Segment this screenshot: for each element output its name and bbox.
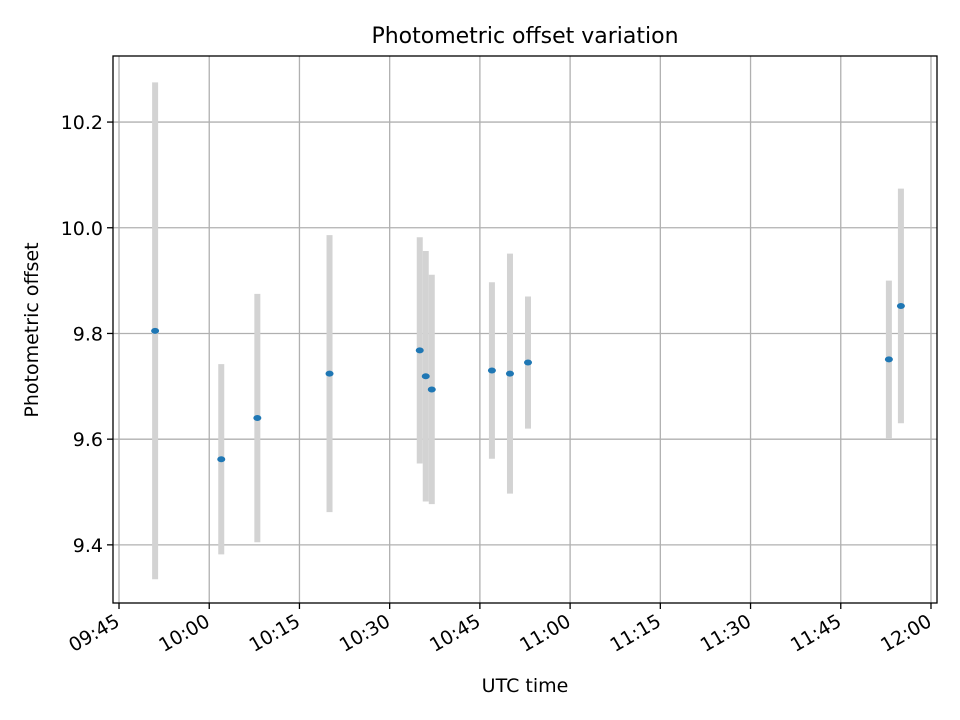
data-point (427, 386, 436, 393)
data-point (884, 356, 893, 363)
chart-title: Photometric offset variation (371, 24, 678, 49)
y-tick-label: 10.2 (61, 112, 103, 134)
y-tick-label: 9.4 (73, 535, 103, 557)
y-tick-label: 10.0 (61, 218, 103, 240)
data-point (505, 370, 514, 377)
data-point (325, 370, 334, 377)
data-point (253, 415, 262, 422)
data-point (217, 456, 226, 463)
data-point (415, 347, 424, 354)
plot-frame (112, 55, 938, 604)
data-point (524, 359, 533, 366)
y-tick-label: 9.8 (73, 323, 103, 345)
data-points (151, 302, 905, 463)
grid (113, 56, 937, 603)
x-axis-label: UTC time (482, 675, 569, 697)
data-point (421, 373, 430, 380)
data-point (151, 327, 160, 334)
y-axis-label: Photometric offset (21, 242, 43, 417)
data-point (487, 367, 496, 374)
y-axis-ticks: 9.4 9.6 9.8 10.0 10.2 (61, 112, 113, 557)
data-point (896, 302, 905, 309)
y-tick-label: 9.6 (73, 429, 103, 451)
